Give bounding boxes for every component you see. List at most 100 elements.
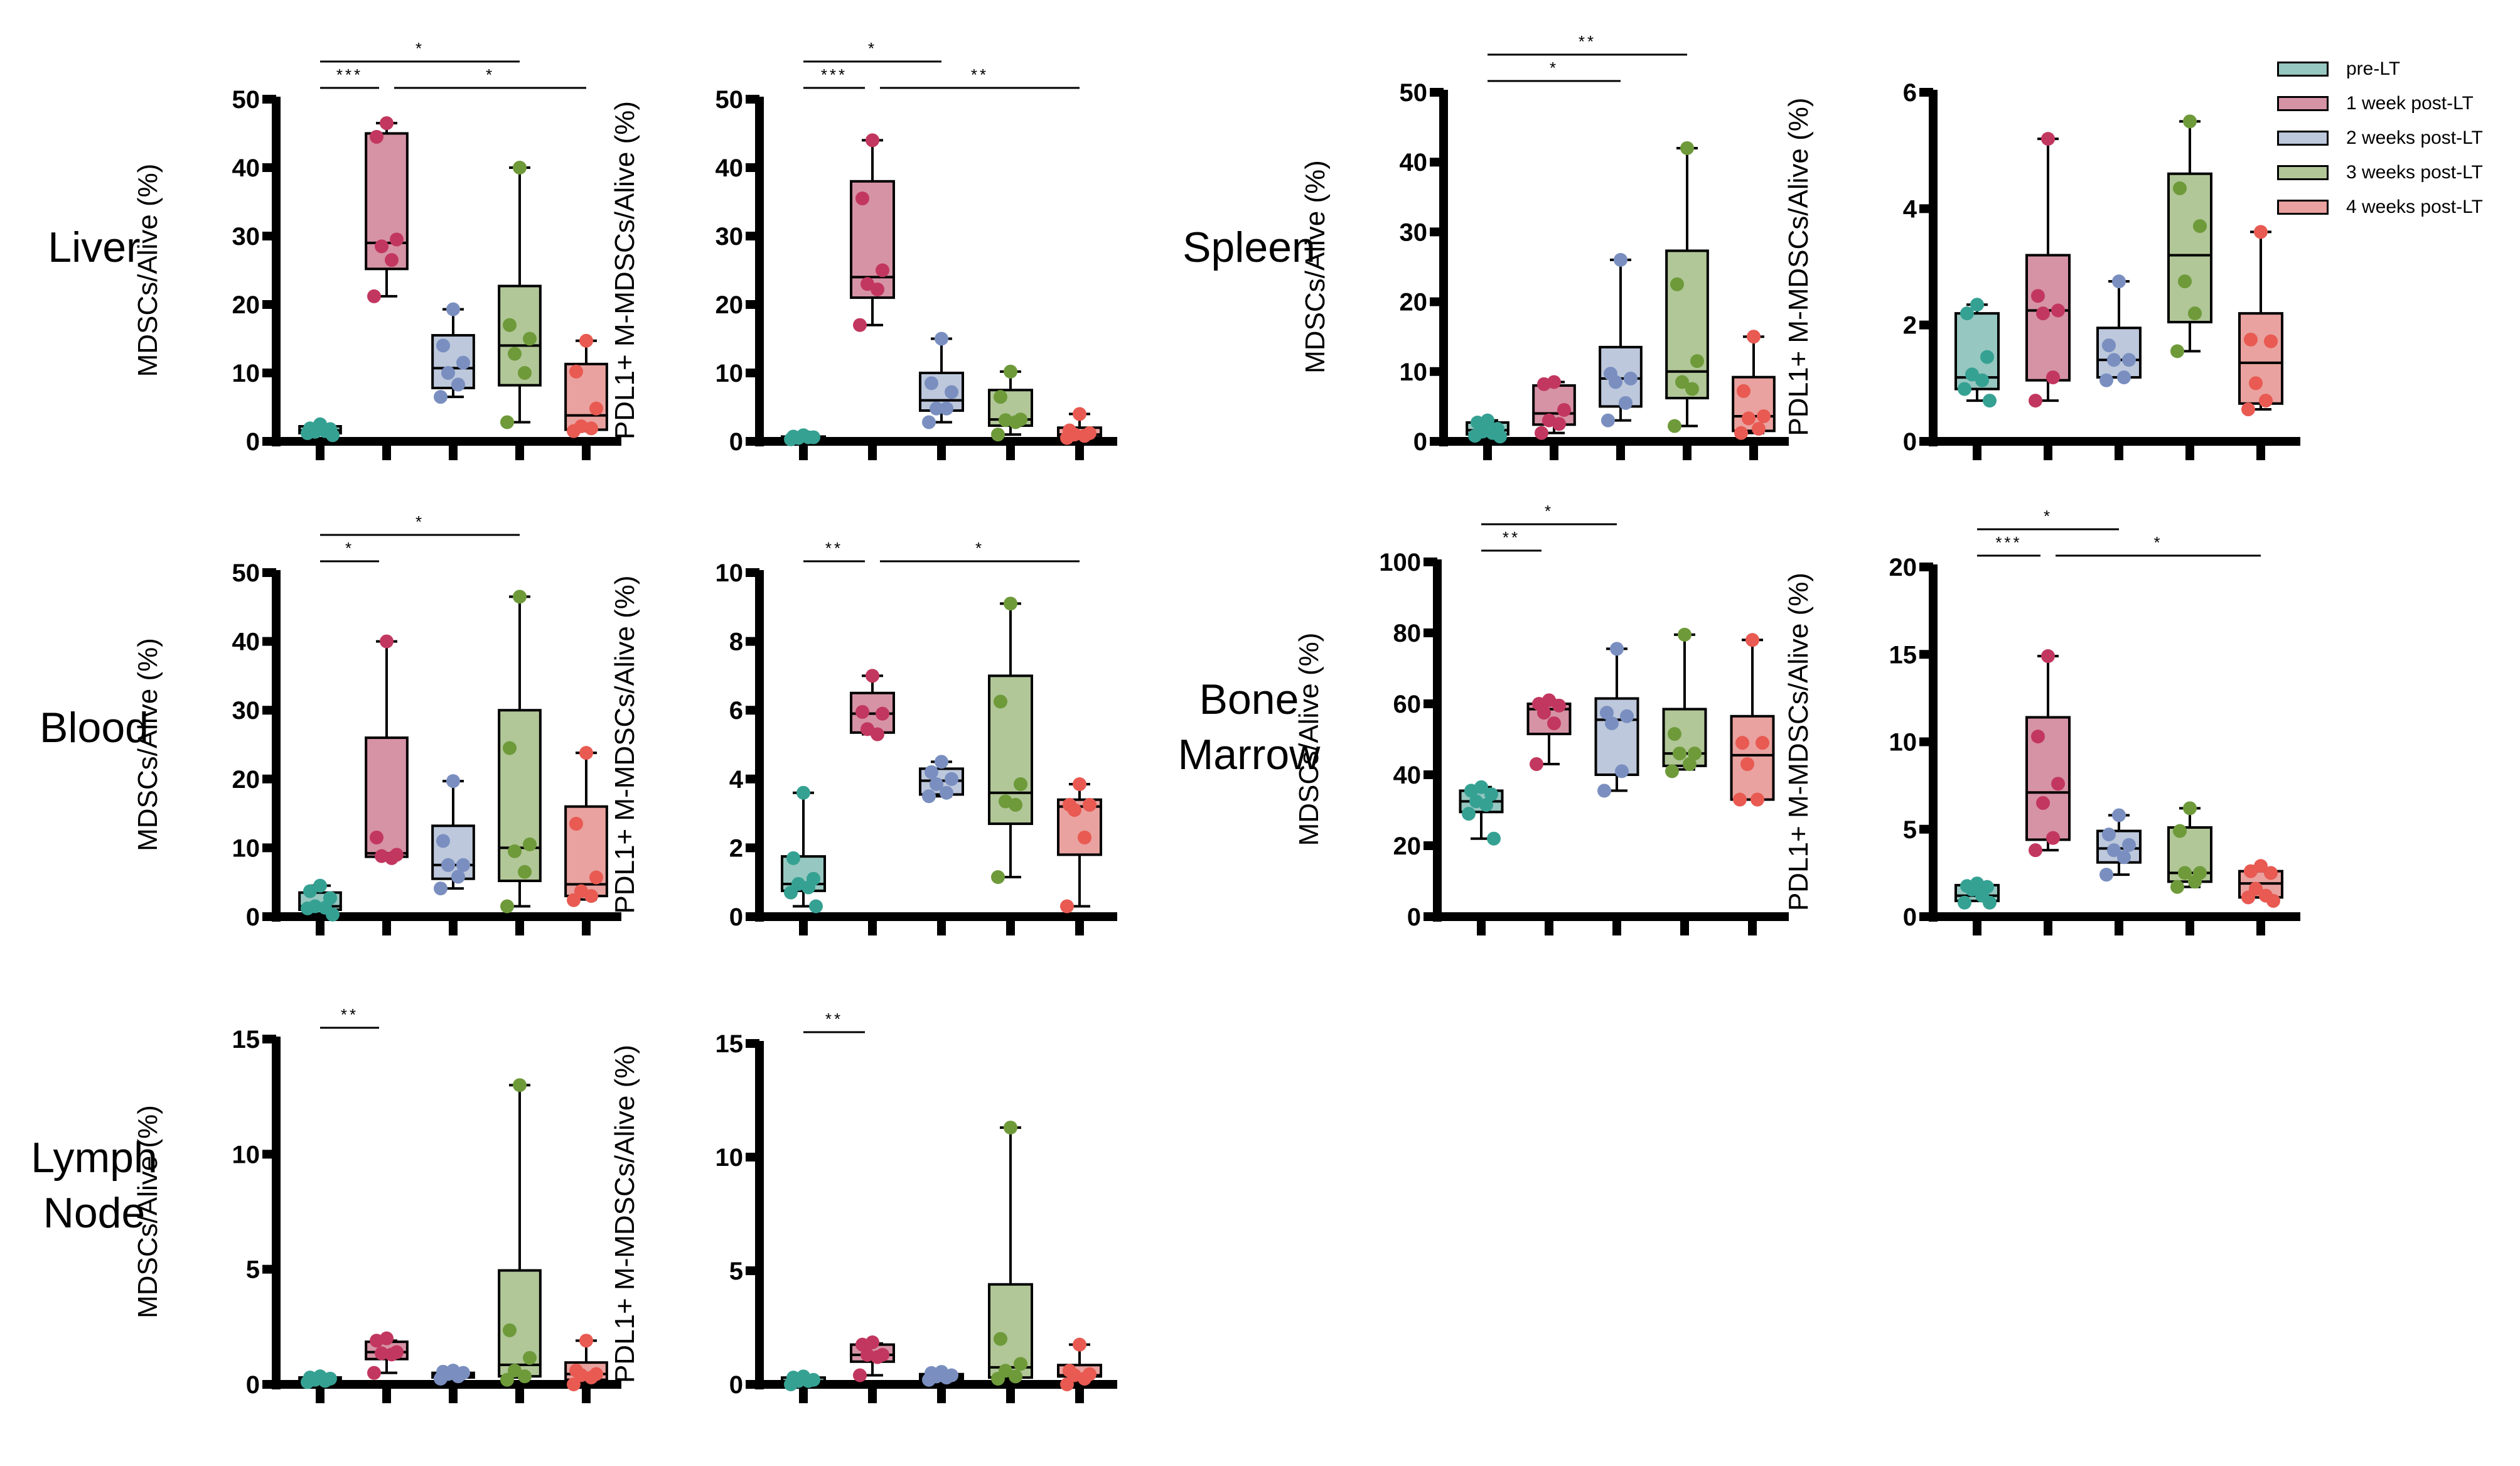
significance-label: *	[2153, 533, 2162, 552]
data-point	[1484, 787, 1498, 802]
data-point	[1665, 764, 1679, 779]
data-point	[2112, 274, 2126, 289]
y-tick-label: 5	[1903, 816, 1917, 844]
box-group-4	[564, 333, 608, 460]
data-point	[2046, 831, 2060, 845]
y-tick-label: 10	[232, 360, 260, 387]
data-point	[1619, 396, 1633, 410]
data-point	[1060, 899, 1074, 914]
data-point	[1609, 375, 1622, 389]
data-point	[370, 129, 383, 144]
data-point	[1004, 1120, 1017, 1135]
significance-label: *	[1545, 502, 1553, 520]
data-point	[1690, 354, 1704, 369]
organ-label-blood: Blood	[40, 704, 149, 752]
data-point	[380, 634, 394, 649]
data-point	[584, 421, 598, 436]
legend-label: 4 weeks post-LT	[2346, 196, 2483, 217]
data-point	[1688, 746, 1702, 761]
box	[2167, 172, 2212, 324]
data-point	[1009, 797, 1022, 812]
data-point	[1733, 792, 1747, 807]
y-tick-label: 10	[716, 1144, 744, 1172]
panel-lymph-node-mdsc: 0 5 10 15 MDSCs/Alive (%) **	[132, 1005, 621, 1403]
y-axis-title: MDSCs/Alive (%)	[1300, 160, 1331, 374]
data-point	[518, 865, 532, 879]
box-group-4	[1057, 777, 1102, 935]
data-point	[385, 1347, 399, 1362]
legend-item-pre-lt: pre-LT	[2277, 51, 2483, 86]
organ-label-bone-marrow: Bone Marrow	[1177, 676, 1321, 779]
panel-blood-mdsc: 0 10 20 30 40 50 MDSCs/Alive (%) * *	[132, 512, 621, 935]
data-point	[370, 1334, 383, 1348]
data-point	[1078, 1371, 1091, 1386]
significance-bracket: *	[1488, 58, 1621, 82]
data-point	[301, 901, 314, 915]
box-group-1	[1526, 693, 1572, 935]
legend-item-3-weeks: 3 weeks post-LT	[2277, 155, 2483, 190]
data-point	[2102, 338, 2116, 353]
data-point	[2264, 866, 2278, 880]
box-group-4	[1730, 633, 1775, 935]
data-point	[500, 415, 514, 429]
data-point	[1601, 413, 1615, 428]
y-tick-label: 0	[729, 903, 743, 931]
data-point	[1479, 798, 1493, 812]
box-group-0	[298, 417, 342, 460]
significance-label: ***	[1995, 533, 2022, 552]
data-point	[2036, 795, 2050, 810]
significance-bracket: *	[880, 539, 1080, 563]
box-group-2	[2096, 808, 2142, 935]
y-tick-label: 15	[716, 1030, 744, 1058]
y-tick-label: 5	[246, 1256, 260, 1284]
y-tick-label: 5	[729, 1258, 743, 1285]
y-tick-label: 10	[716, 559, 744, 587]
data-point	[1009, 415, 1022, 429]
data-point	[567, 893, 581, 907]
data-point	[2031, 289, 2045, 303]
y-axis-title: PDL1+ M-MDSCs/Alive (%)	[609, 101, 640, 439]
y-tick-label: 20	[1400, 289, 1428, 316]
y-tick-label: 0	[1407, 903, 1421, 931]
data-point	[940, 785, 953, 800]
data-point	[579, 333, 593, 348]
y-tick-label: 10	[716, 360, 744, 387]
y-tick-label: 2	[1903, 312, 1917, 340]
data-point	[2264, 334, 2278, 348]
data-point	[1620, 709, 1634, 723]
data-point	[871, 283, 884, 297]
data-point	[1615, 764, 1629, 779]
box-group-0	[1466, 413, 1509, 460]
data-point	[855, 1337, 869, 1352]
box-group-1	[850, 1335, 895, 1403]
y-axis-title: PDL1+ M-MDSCs/Alive (%)	[1783, 97, 1814, 436]
significance-label: *	[975, 539, 984, 558]
data-point	[1468, 429, 1482, 443]
legend-swatch	[2277, 164, 2329, 180]
data-point	[2183, 801, 2197, 816]
data-point	[922, 1372, 936, 1387]
data-point	[2188, 306, 2202, 321]
data-point	[1605, 716, 1619, 731]
data-point	[584, 1371, 598, 1384]
y-tick-label: 20	[1889, 554, 1917, 581]
box	[1665, 249, 1709, 400]
y-tick-label: 10	[1400, 358, 1428, 386]
data-point	[853, 1368, 867, 1382]
y-tick-label: 0	[1413, 428, 1427, 456]
y-tick-label: 8	[729, 628, 743, 656]
data-point	[1983, 394, 1997, 408]
box-group-0	[1954, 298, 2000, 460]
data-point	[935, 755, 948, 769]
significance-bracket: ***	[320, 65, 379, 89]
data-point	[1735, 736, 1749, 750]
data-point	[569, 817, 583, 831]
data-point	[853, 318, 867, 332]
data-point	[945, 385, 958, 399]
data-point	[866, 133, 879, 148]
data-point	[589, 870, 603, 885]
legend-label: 2 weeks post-LT	[2346, 127, 2483, 148]
legend-item-2-weeks: 2 weeks post-LT	[2277, 121, 2483, 155]
data-point	[303, 884, 317, 898]
